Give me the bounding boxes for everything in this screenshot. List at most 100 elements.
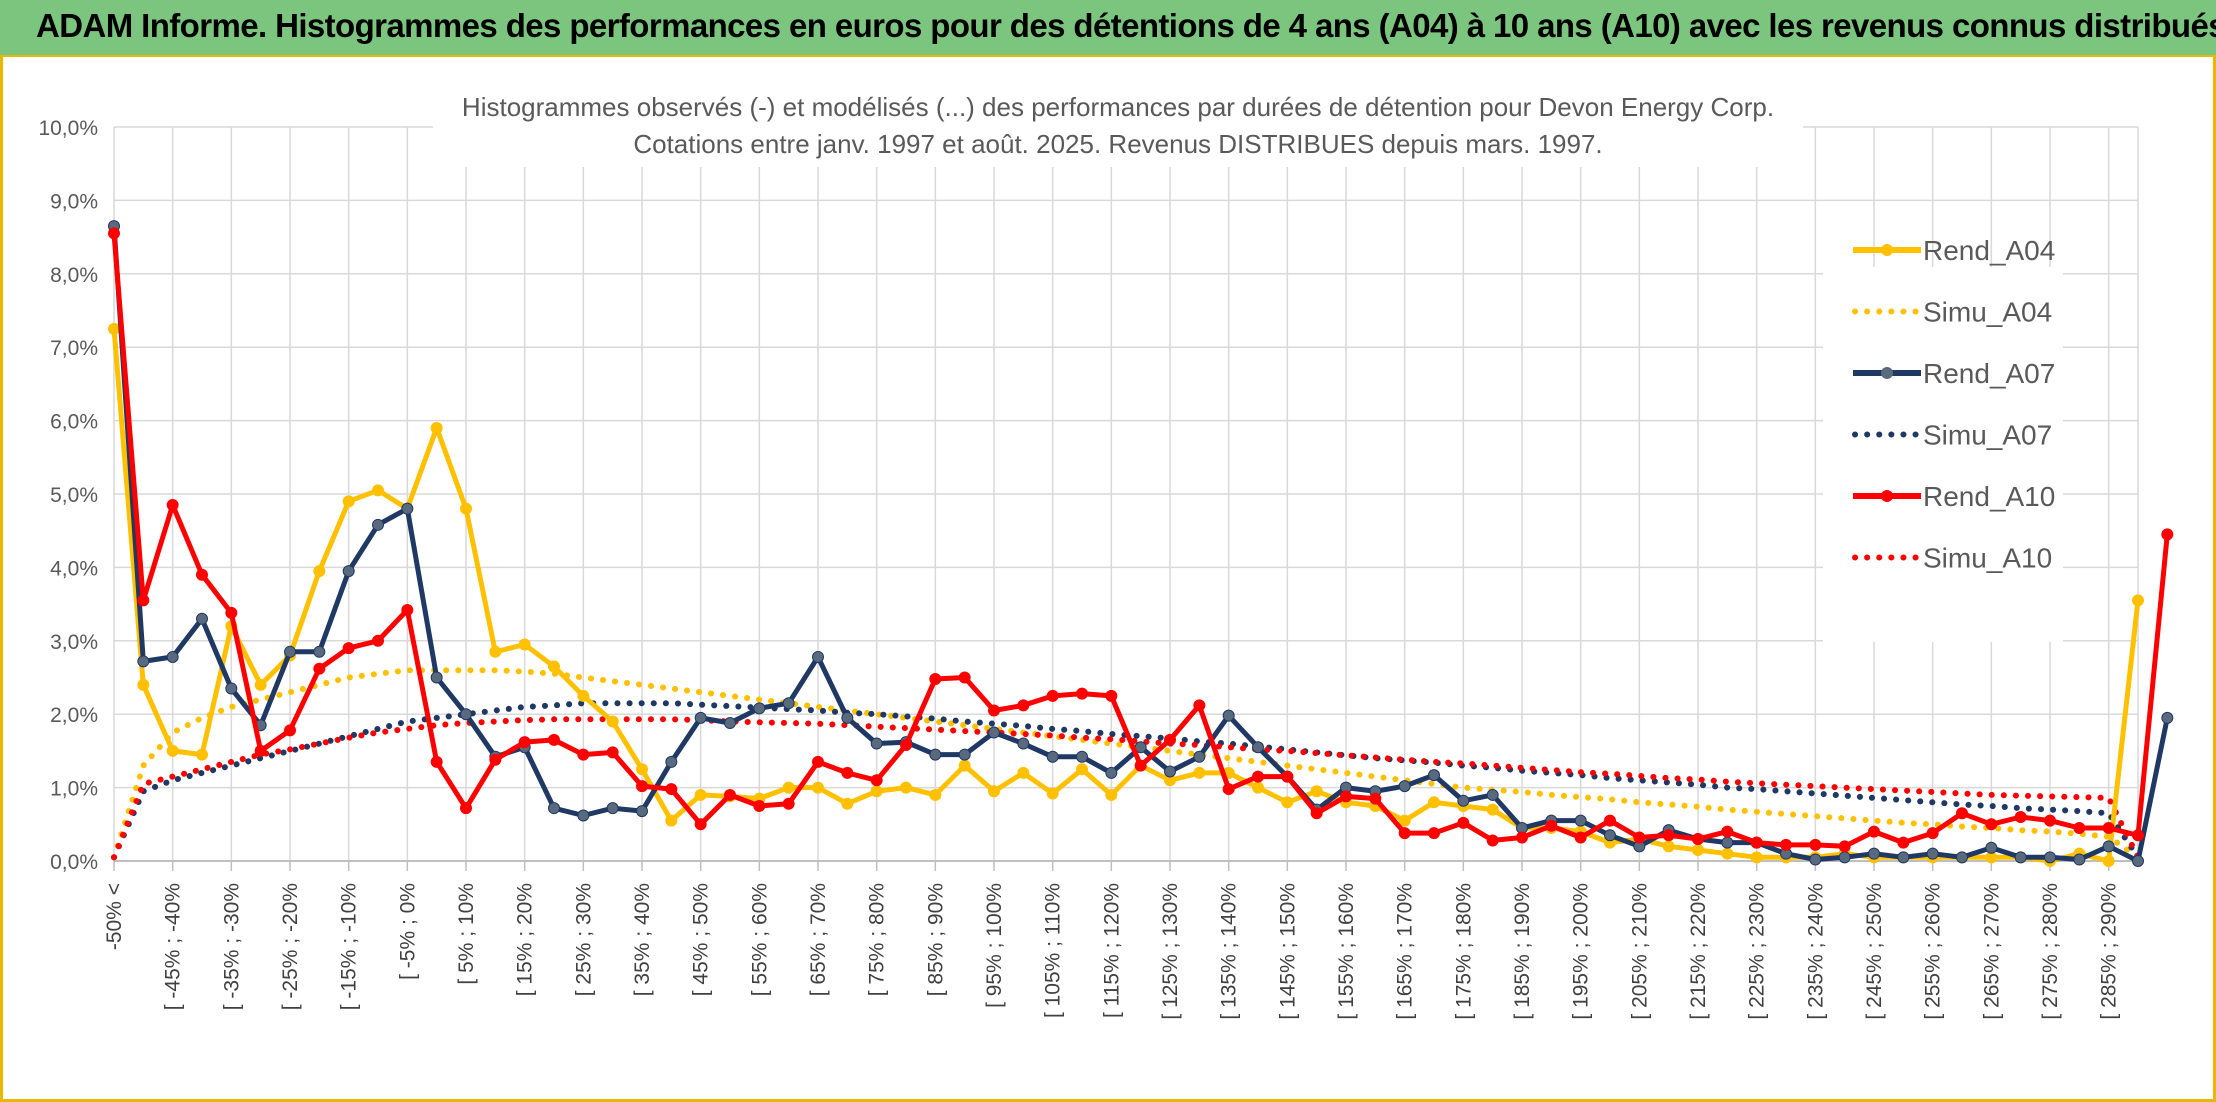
- point-Rend_A07: [665, 755, 678, 768]
- point-Rend_A07: [137, 655, 150, 668]
- point-Rend_A07: [1457, 794, 1470, 807]
- y-tick-label: 6,0%: [50, 411, 98, 434]
- point-Rend_A04: [1721, 847, 1734, 860]
- point-Rend_A10: [1486, 834, 1499, 847]
- point-Rend_A10: [1633, 831, 1646, 844]
- point-Rend_A07: [753, 702, 766, 715]
- point-Rend_A07: [313, 645, 326, 658]
- x-tick-label: [ 145% ; 150%: [1276, 883, 1299, 1020]
- point-Rend_A10: [636, 780, 648, 793]
- x-axis-ticks: -50% < [ -45% ; -40% [ -35% ; -30% [ -25% ;…: [103, 883, 2121, 1020]
- x-tick-label: [ 165% ; 170%: [1394, 883, 1417, 1020]
- series-Simu_A04: [111, 667, 2141, 861]
- y-tick-label: 1,0%: [50, 778, 98, 801]
- point-Rend_A07: [284, 645, 296, 658]
- point-Rend_A10: [724, 788, 736, 801]
- point-Rend_A10: [812, 755, 824, 768]
- point-Rend_A04: [636, 763, 648, 776]
- legend-marker: [1881, 490, 1893, 502]
- point-Rend_A07: [1252, 741, 1264, 754]
- point-Rend_A10: [1193, 699, 1206, 712]
- legend-marker: [1881, 244, 1893, 256]
- legend-marker: [1881, 367, 1893, 379]
- point-Rend_A04: [548, 660, 560, 673]
- point-Rend_A10: [1604, 814, 1616, 827]
- point-Rend_A04: [1428, 796, 1440, 809]
- point-Rend_A10: [1838, 840, 1851, 853]
- x-tick-label: [ 105% ; 110%: [1042, 883, 1065, 1018]
- point-Rend_A07: [1164, 765, 1176, 778]
- histogram-line-chart: 0,0% 1,0% 2,0% 3,0% 4,0% 5,0% 6,0% 7,0% 8,0% 9,0%…: [38, 79, 2174, 1020]
- point-Rend_A10: [2044, 814, 2056, 827]
- point-Rend_A10: [225, 606, 238, 619]
- point-Rend_A10: [2102, 821, 2115, 834]
- legend-item-Simu_A04: Simu_A04: [1852, 297, 2052, 328]
- point-Rend_A07: [1838, 851, 1851, 864]
- x-tick-label: [ 115% ; 120%: [1100, 883, 1123, 1018]
- point-Rend_A07: [1721, 836, 1734, 849]
- legend-item-Rend_A04: Rend_A04: [1853, 235, 2055, 266]
- point-Rend_A10: [1398, 827, 1411, 840]
- series-Simu_A10: [111, 716, 2141, 861]
- point-Rend_A10: [1105, 689, 1118, 702]
- point-Rend_A10: [2132, 829, 2144, 842]
- point-Rend_A07: [1105, 766, 1118, 779]
- point-Rend_A07: [958, 748, 971, 761]
- point-Rend_A07: [988, 726, 1000, 739]
- legend-item-Rend_A10: Rend_A10: [1853, 481, 2055, 512]
- point-Rend_A04: [1076, 763, 1088, 776]
- point-Rend_A04: [196, 748, 208, 761]
- y-tick-label: 0,0%: [50, 851, 98, 874]
- point-Rend_A07: [1017, 737, 1030, 750]
- point-Rend_A04: [108, 322, 120, 335]
- point-Rend_A07: [1046, 750, 1059, 763]
- point-Rend_A07: [841, 711, 854, 724]
- point-Rend_A10: [841, 766, 854, 779]
- point-Rend_A07: [694, 711, 707, 724]
- point-Rend_A04: [1692, 843, 1704, 856]
- x-tick-label: [ 125% ; 130%: [1159, 883, 1182, 1020]
- point-Rend_A07: [724, 717, 736, 730]
- point-Rend_A07: [1809, 853, 1822, 866]
- point-Rend_A10: [1956, 807, 1968, 820]
- point-Rend_A07: [2132, 855, 2144, 867]
- point-Rend_A04: [577, 689, 590, 702]
- series: [108, 220, 2174, 867]
- x-tick-label: [ 185% ; 190%: [1511, 883, 1534, 1020]
- y-tick-label: 4,0%: [50, 557, 98, 580]
- point-Rend_A07: [401, 502, 414, 515]
- point-Rend_A07: [166, 650, 179, 663]
- point-Rend_A07: [1604, 829, 1616, 842]
- point-Rend_A04: [489, 645, 502, 658]
- point-Rend_A04: [1252, 781, 1264, 794]
- x-tick-label: [ 285% ; 290%: [2098, 883, 2121, 1020]
- point-Rend_A04: [2132, 594, 2144, 607]
- legend-label: Rend_A04: [1923, 235, 2055, 266]
- point-Rend_A10: [489, 753, 502, 766]
- point-Rend_A04: [1017, 766, 1030, 779]
- point-Rend_A10: [1721, 825, 1734, 838]
- point-Rend_A07: [1222, 709, 1235, 722]
- x-tick-label: [ 75% ; 80%: [866, 883, 889, 996]
- point-Rend_A10: [2161, 528, 2174, 541]
- point-Rend_A04: [254, 678, 267, 691]
- point-Rend_A10: [1516, 831, 1528, 844]
- point-Rend_A07: [929, 748, 942, 761]
- point-Rend_A04: [1281, 796, 1294, 809]
- point-Rend_A10: [1662, 829, 1675, 842]
- legend-item-Simu_A10: Simu_A10: [1852, 543, 2052, 574]
- point-Rend_A07: [1868, 847, 1880, 860]
- point-Rend_A04: [313, 565, 326, 578]
- y-tick-label: 3,0%: [50, 631, 98, 654]
- point-Rend_A10: [1340, 790, 1352, 803]
- point-Rend_A10: [782, 797, 795, 810]
- point-Rend_A07: [577, 809, 590, 822]
- x-tick-label: [ -35% ; -30%: [220, 883, 243, 1010]
- point-Rend_A04: [606, 715, 619, 728]
- point-Rend_A10: [1076, 687, 1088, 700]
- point-Rend_A04: [694, 788, 707, 801]
- point-Rend_A04: [372, 484, 384, 497]
- x-tick-label: [ 65% ; 70%: [807, 883, 830, 996]
- x-tick-label: [ 225% ; 230%: [1746, 883, 1769, 1020]
- point-Rend_A07: [342, 565, 355, 578]
